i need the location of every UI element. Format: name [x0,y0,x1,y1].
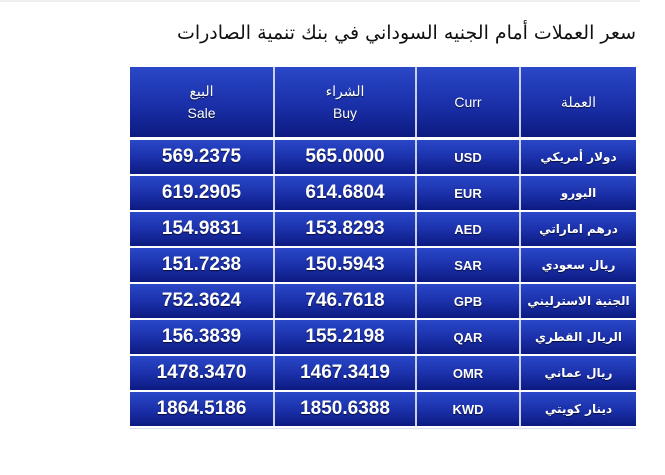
buy-cell: 1467.3419 [275,356,417,390]
sale-cell: 569.2375 [130,140,275,174]
currency-name-cell: الجنية الاسترليني [521,284,636,318]
table-row: 569.2375 565.0000 USD دولار أمريكي [130,140,636,174]
sale-cell: 619.2905 [130,176,275,210]
currency-name-cell: الريال القطري [521,320,636,354]
sale-cell: 752.3624 [130,284,275,318]
header-buy-en: Buy [332,105,358,121]
currency-name-cell: دينار كويتي [521,392,636,426]
exchange-rate-table: البيع Sale الشراء Buy Curr العملة 569.23… [130,67,636,428]
currency-name-cell: اليورو [521,176,636,210]
page-title: سعر العملات أمام الجنيه السوداني في بنك … [176,22,636,44]
currency-name-cell: ريال سعودي [521,248,636,282]
currency-code-cell: SAR [417,248,521,282]
currency-code-cell: GPB [417,284,521,318]
header-buy-ar: الشراء [325,83,365,99]
table-row: 156.3839 155.2198 QAR الريال القطري [130,320,636,354]
currency-code-cell: EUR [417,176,521,210]
header-sale-ar: البيع [189,83,214,99]
buy-cell: 155.2198 [275,320,417,354]
table-row: 1864.5186 1850.6388 KWD دينار كويتي [130,392,636,426]
currency-name-cell: درهم اماراتي [521,212,636,246]
header-buy: الشراء Buy [275,67,417,137]
buy-cell: 153.8293 [275,212,417,246]
header-sale-en: Sale [187,105,216,121]
table-row: 151.7238 150.5943 SAR ريال سعودي [130,248,636,282]
sale-cell: 1478.3470 [130,356,275,390]
header-currency-name: العملة [521,67,636,137]
table-row: 752.3624 746.7618 GPB الجنية الاسترليني [130,284,636,318]
currency-name-cell: ريال عماني [521,356,636,390]
currency-code-cell: AED [417,212,521,246]
buy-cell: 746.7618 [275,284,417,318]
currency-code-cell: USD [417,140,521,174]
divider [130,428,636,429]
header-sale: البيع Sale [130,67,275,137]
sale-cell: 154.9831 [130,212,275,246]
buy-cell: 150.5943 [275,248,417,282]
table-row: 619.2905 614.6804 EUR اليورو [130,176,636,210]
sale-cell: 156.3839 [130,320,275,354]
currency-name-cell: دولار أمريكي [521,140,636,174]
currency-code-cell: KWD [417,392,521,426]
table-row: 1478.3470 1467.3419 OMR ريال عماني [130,356,636,390]
divider [0,0,640,2]
buy-cell: 614.6804 [275,176,417,210]
currency-code-cell: QAR [417,320,521,354]
currency-code-cell: OMR [417,356,521,390]
sale-cell: 151.7238 [130,248,275,282]
buy-cell: 1850.6388 [275,392,417,426]
header-curr: Curr [417,67,521,137]
table-header: البيع Sale الشراء Buy Curr العملة [130,67,636,137]
table-row: 154.9831 153.8293 AED درهم اماراتي [130,212,636,246]
buy-cell: 565.0000 [275,140,417,174]
sale-cell: 1864.5186 [130,392,275,426]
